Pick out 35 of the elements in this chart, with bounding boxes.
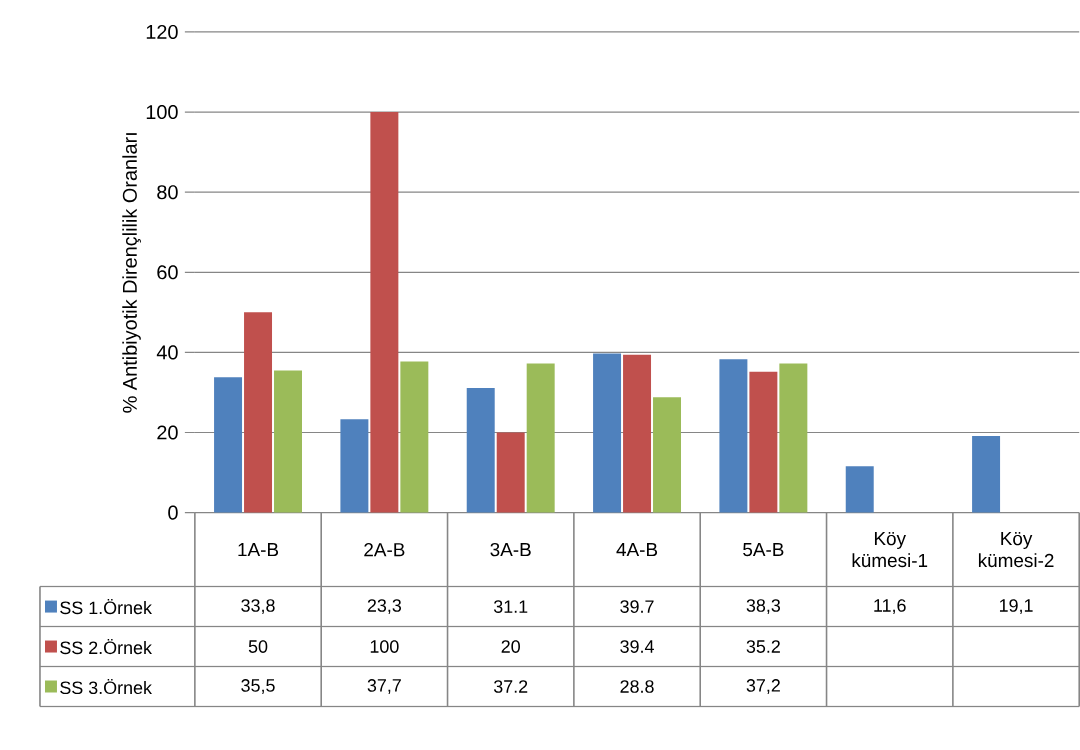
data-label: 39.4 xyxy=(620,639,654,653)
data-label: 38,3 xyxy=(746,598,781,614)
x-tick-label: Köy kümesi-1 xyxy=(852,531,928,567)
data-label: 20 xyxy=(501,639,520,653)
data-label: 33,8 xyxy=(241,598,275,614)
data-label: 50 xyxy=(248,639,268,653)
data-label: 37,2 xyxy=(746,678,780,694)
y-tick-label: 60 xyxy=(157,265,178,280)
x-tick-label: 1A-B xyxy=(238,542,279,556)
data-label: 35,5 xyxy=(241,678,275,694)
data-label: 31.1 xyxy=(493,599,528,613)
legend-label: SS 3.Örnek xyxy=(60,678,152,694)
y-tick-label: 0 xyxy=(168,505,178,520)
data-label: 100 xyxy=(370,639,399,653)
legend-label: SS 1.Örnek xyxy=(60,598,152,614)
data-label: 23,3 xyxy=(367,598,402,614)
data-label: 11,6 xyxy=(874,598,906,614)
x-tick-label: Köy kümesi-2 xyxy=(978,531,1054,567)
x-tick-label: 5A-B xyxy=(743,542,784,556)
data-label: 28.8 xyxy=(620,679,654,693)
data-label: 35.2 xyxy=(746,639,780,653)
y-tick-label: 100 xyxy=(146,104,178,119)
legend-label: SS 2.Örnek xyxy=(60,638,152,654)
x-tick-label: 2A-B xyxy=(364,542,405,556)
x-tick-label: 3A-B xyxy=(490,542,531,557)
data-label: 37.2 xyxy=(493,679,528,693)
y-axis-title: % Antibiyotik Dirençlilik Oranları xyxy=(122,132,141,413)
y-tick-label: 120 xyxy=(146,24,178,39)
y-tick-label: 40 xyxy=(156,345,178,360)
y-tick-label: 20 xyxy=(157,425,178,440)
y-tick-label: 80 xyxy=(157,184,178,200)
data-label: 37,7 xyxy=(367,678,401,694)
data-label: 19,1 xyxy=(999,598,1033,614)
data-label: 39.7 xyxy=(620,599,654,613)
x-tick-label: 4A-B xyxy=(616,542,658,556)
